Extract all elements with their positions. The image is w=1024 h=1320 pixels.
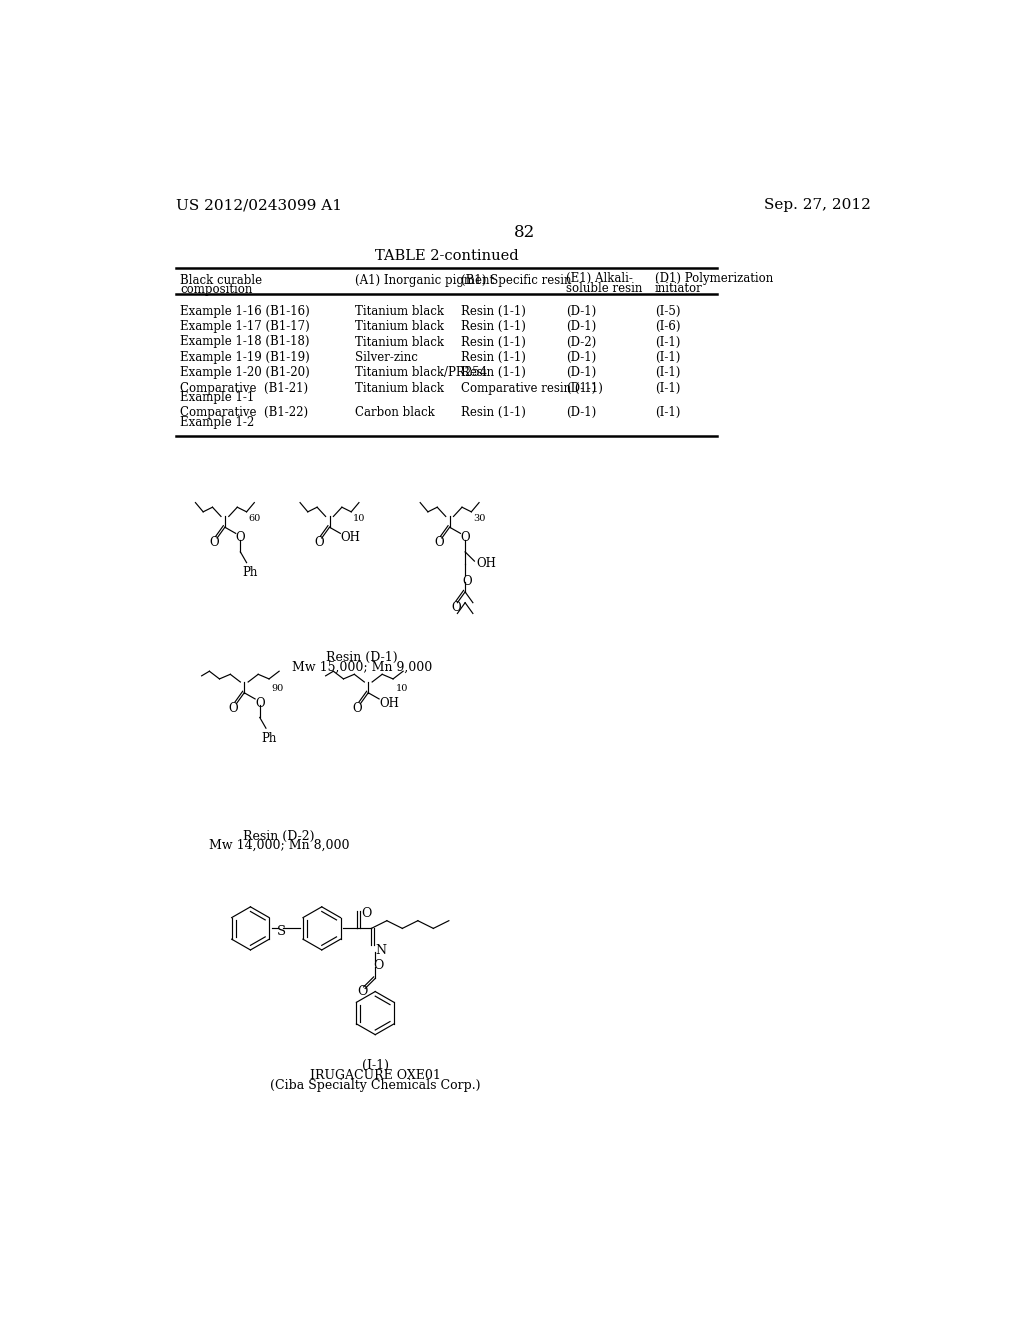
Text: Comparative resin (1-1): Comparative resin (1-1) <box>461 381 603 395</box>
Text: (D-1): (D-1) <box>566 351 596 364</box>
Text: Example 1-20 (B1-20): Example 1-20 (B1-20) <box>180 367 309 379</box>
Text: Titanium black: Titanium black <box>355 335 444 348</box>
Text: (E1) Alkali-: (E1) Alkali- <box>566 272 633 285</box>
Text: 10: 10 <box>352 515 366 523</box>
Text: Silver-zinc: Silver-zinc <box>355 351 418 364</box>
Text: Resin (1-1): Resin (1-1) <box>461 335 526 348</box>
Text: 60: 60 <box>248 515 260 523</box>
Text: Resin (D-2): Resin (D-2) <box>244 830 314 843</box>
Text: Ph: Ph <box>242 566 257 579</box>
Text: O: O <box>314 536 324 549</box>
Text: Resin (1-1): Resin (1-1) <box>461 351 526 364</box>
Text: (B1) Specific resin: (B1) Specific resin <box>461 275 571 286</box>
Text: (D-1): (D-1) <box>566 367 596 379</box>
Text: Resin (1-1): Resin (1-1) <box>461 367 526 379</box>
Text: (D-1): (D-1) <box>566 305 596 318</box>
Text: (I-5): (I-5) <box>655 305 681 318</box>
Text: O: O <box>209 536 219 549</box>
Text: (I-1): (I-1) <box>361 1059 389 1072</box>
Text: OH: OH <box>340 531 360 544</box>
Text: Example 1-16 (B1-16): Example 1-16 (B1-16) <box>180 305 309 318</box>
Text: O: O <box>461 531 470 544</box>
Text: Comparative  (B1-22): Comparative (B1-22) <box>180 407 308 420</box>
Text: soluble resin: soluble resin <box>566 281 642 294</box>
Text: O: O <box>373 960 383 973</box>
Text: OH: OH <box>379 697 399 710</box>
Text: Example 1-18 (B1-18): Example 1-18 (B1-18) <box>180 335 309 348</box>
Text: OH: OH <box>476 557 496 570</box>
Text: 30: 30 <box>473 515 485 523</box>
Text: Resin (1-1): Resin (1-1) <box>461 407 526 420</box>
Text: (I-6): (I-6) <box>655 321 681 333</box>
Text: Example 1-2: Example 1-2 <box>180 416 254 429</box>
Text: composition: composition <box>180 284 252 296</box>
Text: O: O <box>255 697 265 710</box>
Text: initiator: initiator <box>655 281 702 294</box>
Text: TABLE 2-continued: TABLE 2-continued <box>376 249 519 263</box>
Text: IRUGACURE OXE01: IRUGACURE OXE01 <box>310 1069 440 1082</box>
Text: Resin (1-1): Resin (1-1) <box>461 321 526 333</box>
Text: 90: 90 <box>271 684 284 693</box>
Text: Example 1-19 (B1-19): Example 1-19 (B1-19) <box>180 351 309 364</box>
Text: (D-2): (D-2) <box>566 335 596 348</box>
Text: (D-1): (D-1) <box>566 321 596 333</box>
Text: (I-1): (I-1) <box>655 367 680 379</box>
Text: (I-1): (I-1) <box>655 351 680 364</box>
Text: Titanium black: Titanium black <box>355 305 444 318</box>
Text: (D1) Polymerization: (D1) Polymerization <box>655 272 773 285</box>
Text: O: O <box>361 907 372 920</box>
Text: Carbon black: Carbon black <box>355 407 435 420</box>
Text: O: O <box>228 702 239 715</box>
Text: Sep. 27, 2012: Sep. 27, 2012 <box>764 198 870 213</box>
Text: US 2012/0243099 A1: US 2012/0243099 A1 <box>176 198 342 213</box>
Text: O: O <box>434 536 443 549</box>
Text: O: O <box>236 531 246 544</box>
Text: Titanium black: Titanium black <box>355 381 444 395</box>
Text: Resin (1-1): Resin (1-1) <box>461 305 526 318</box>
Text: Mw 15,000; Mn 9,000: Mw 15,000; Mn 9,000 <box>292 661 432 675</box>
Text: Ph: Ph <box>261 733 276 744</box>
Text: 10: 10 <box>395 684 408 693</box>
Text: Comparative  (B1-21): Comparative (B1-21) <box>180 381 308 395</box>
Text: (A1) Inorganic pigment: (A1) Inorganic pigment <box>355 275 495 286</box>
Text: Black curable: Black curable <box>180 275 262 286</box>
Text: Resin (D-1): Resin (D-1) <box>327 651 398 664</box>
Text: S: S <box>276 925 286 939</box>
Text: (I-1): (I-1) <box>655 407 680 420</box>
Text: Example 1-1: Example 1-1 <box>180 391 254 404</box>
Text: O: O <box>357 985 368 998</box>
Text: (D-1): (D-1) <box>566 407 596 420</box>
Text: Titanium black/PR254: Titanium black/PR254 <box>355 367 487 379</box>
Text: Example 1-17 (B1-17): Example 1-17 (B1-17) <box>180 321 309 333</box>
Text: O: O <box>452 601 461 614</box>
Text: (Ciba Specialty Chemicals Corp.): (Ciba Specialty Chemicals Corp.) <box>270 1080 480 1093</box>
Text: (I-1): (I-1) <box>655 335 680 348</box>
Text: (I-1): (I-1) <box>655 381 680 395</box>
Text: (D-1): (D-1) <box>566 381 596 395</box>
Text: Titanium black: Titanium black <box>355 321 444 333</box>
Text: 82: 82 <box>514 224 536 240</box>
Text: O: O <box>462 576 472 587</box>
Text: N: N <box>375 944 386 957</box>
Text: O: O <box>352 702 362 715</box>
Text: Mw 14,000; Mn 8,000: Mw 14,000; Mn 8,000 <box>209 840 349 853</box>
